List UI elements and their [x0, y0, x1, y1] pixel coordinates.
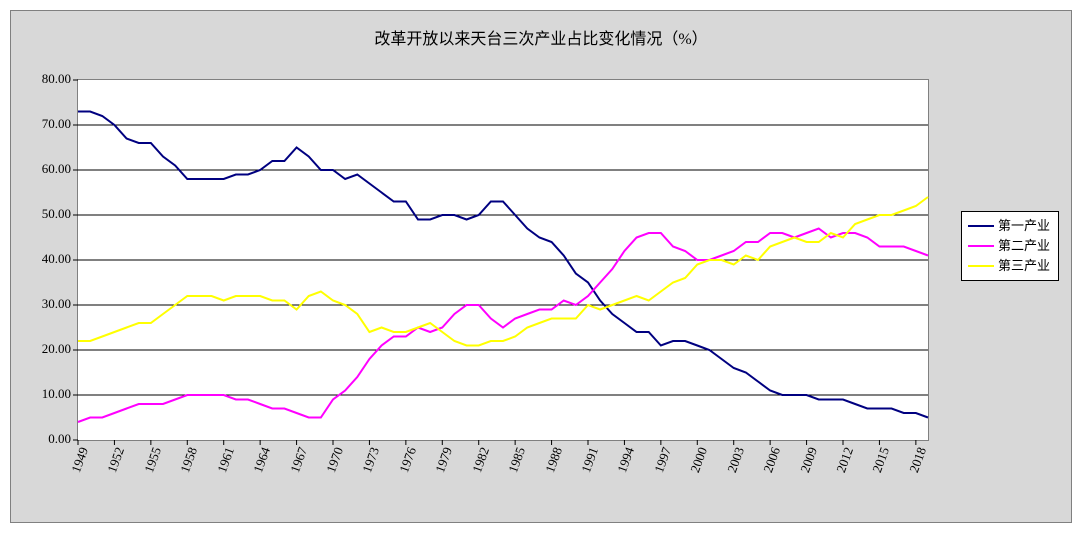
legend-item: 第三产业 — [968, 256, 1050, 276]
x-tick-label: 1970 — [323, 445, 347, 475]
y-tick-label: 40.00 — [42, 251, 71, 267]
x-tick-label: 1997 — [651, 445, 675, 475]
y-tick-label: 80.00 — [42, 71, 71, 87]
series-line — [78, 112, 928, 418]
x-tick-label: 2012 — [833, 445, 857, 475]
x-tick-label: 1958 — [177, 445, 201, 475]
chart-container: 改革开放以来天台三次产业占比变化情况（%） 0.0010.0020.0030.0… — [10, 10, 1072, 523]
plot-svg — [78, 80, 928, 440]
legend-item: 第一产业 — [968, 216, 1050, 236]
legend-swatch — [968, 245, 994, 247]
x-tick-label: 1961 — [214, 445, 238, 475]
x-tick-label: 2003 — [724, 445, 748, 475]
x-tick-label: 1985 — [505, 445, 529, 475]
x-tick-label: 1973 — [360, 445, 384, 475]
x-tick-label: 2006 — [760, 445, 784, 475]
x-tick-label: 1967 — [287, 445, 311, 475]
legend: 第一产业第二产业第三产业 — [961, 211, 1059, 281]
plot-area: 0.0010.0020.0030.0040.0050.0060.0070.008… — [77, 79, 927, 439]
legend-item: 第二产业 — [968, 236, 1050, 256]
legend-swatch — [968, 225, 994, 227]
x-tick-label: 2015 — [870, 445, 894, 475]
chart-title: 改革开放以来天台三次产业占比变化情况（%） — [11, 11, 1071, 49]
legend-label: 第三产业 — [998, 256, 1050, 276]
y-tick-label: 30.00 — [42, 296, 71, 312]
x-tick-label: 1988 — [542, 445, 566, 475]
x-tick-label: 1979 — [432, 445, 456, 475]
x-tick-label: 1955 — [141, 445, 165, 475]
x-tick-label: 2009 — [797, 445, 821, 475]
legend-swatch — [968, 265, 994, 267]
y-tick-label: 10.00 — [42, 386, 71, 402]
y-tick-label: 70.00 — [42, 116, 71, 132]
x-tick-label: 1994 — [615, 445, 639, 475]
y-tick-label: 50.00 — [42, 206, 71, 222]
x-tick-label: 1949 — [68, 445, 92, 475]
x-tick-label: 2018 — [906, 445, 930, 475]
x-tick-label: 1976 — [396, 445, 420, 475]
series-line — [78, 229, 928, 423]
y-tick-label: 20.00 — [42, 341, 71, 357]
x-tick-label: 1982 — [469, 445, 493, 475]
legend-label: 第一产业 — [998, 216, 1050, 236]
x-tick-label: 1952 — [105, 445, 129, 475]
x-tick-label: 1991 — [578, 445, 602, 475]
y-tick-label: 0.00 — [48, 431, 71, 447]
x-tick-label: 1964 — [250, 445, 274, 475]
legend-label: 第二产业 — [998, 236, 1050, 256]
y-tick-label: 60.00 — [42, 161, 71, 177]
series-line — [78, 197, 928, 346]
x-tick-label: 2000 — [687, 445, 711, 475]
